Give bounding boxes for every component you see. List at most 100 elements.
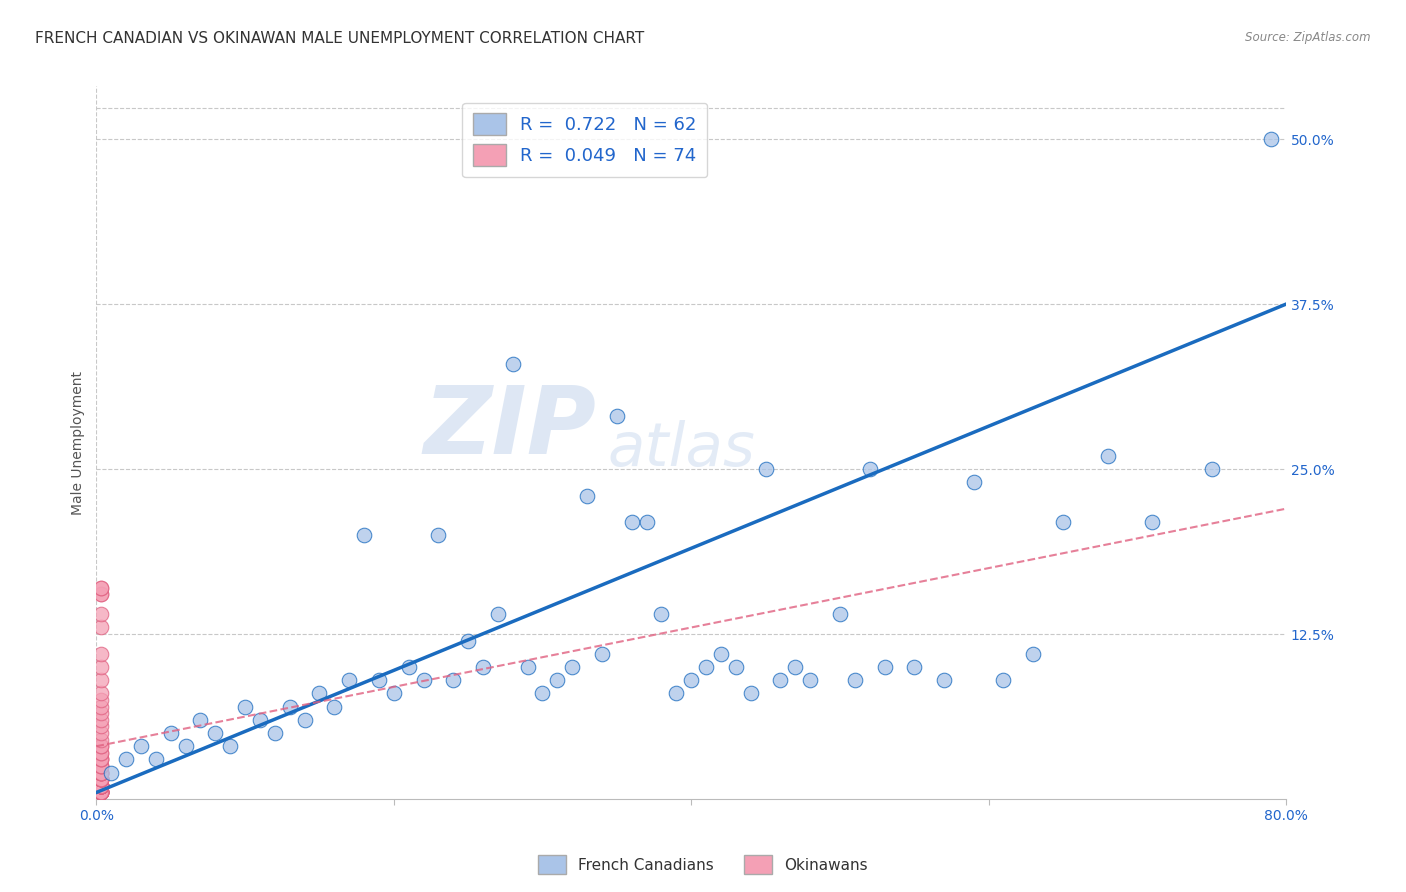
Point xyxy=(90,779,112,793)
Point xyxy=(636,515,658,529)
Point xyxy=(963,475,986,490)
Point xyxy=(427,528,450,542)
Point xyxy=(606,409,628,424)
Point xyxy=(90,699,112,714)
Point xyxy=(90,779,112,793)
Point xyxy=(90,765,112,780)
Point xyxy=(90,759,112,773)
Point xyxy=(531,686,554,700)
Point xyxy=(828,607,851,622)
Point xyxy=(398,660,420,674)
Point xyxy=(190,713,212,727)
Point xyxy=(1097,449,1119,463)
Point xyxy=(174,739,197,754)
Point xyxy=(90,772,112,787)
Point xyxy=(90,581,112,595)
Point xyxy=(457,633,479,648)
Point xyxy=(90,686,112,700)
Point xyxy=(204,726,226,740)
Point xyxy=(90,785,112,799)
Point xyxy=(90,785,112,799)
Point xyxy=(90,765,112,780)
Point xyxy=(90,772,112,787)
Point xyxy=(90,772,112,787)
Point xyxy=(90,779,112,793)
Point xyxy=(145,752,167,766)
Point xyxy=(903,660,925,674)
Point xyxy=(90,746,112,760)
Point xyxy=(90,785,112,799)
Point xyxy=(993,673,1015,688)
Point xyxy=(294,713,316,727)
Point xyxy=(90,765,112,780)
Point xyxy=(353,528,375,542)
Point xyxy=(90,779,112,793)
Point xyxy=(665,686,688,700)
Point xyxy=(90,673,112,688)
Point xyxy=(90,785,112,799)
Point xyxy=(337,673,360,688)
Point xyxy=(233,699,256,714)
Point xyxy=(90,785,112,799)
Point xyxy=(695,660,717,674)
Point xyxy=(90,726,112,740)
Point xyxy=(323,699,346,714)
Point xyxy=(382,686,405,700)
Point xyxy=(90,739,112,754)
Point xyxy=(1140,515,1163,529)
Point xyxy=(441,673,464,688)
Point xyxy=(591,647,613,661)
Point xyxy=(90,765,112,780)
Point xyxy=(90,620,112,634)
Point xyxy=(90,693,112,707)
Point xyxy=(90,779,112,793)
Point xyxy=(90,785,112,799)
Point xyxy=(90,779,112,793)
Point xyxy=(472,660,495,674)
Text: Source: ZipAtlas.com: Source: ZipAtlas.com xyxy=(1246,31,1371,45)
Point xyxy=(502,357,524,371)
Text: ZIP: ZIP xyxy=(423,383,596,475)
Point xyxy=(90,779,112,793)
Point xyxy=(90,772,112,787)
Point xyxy=(90,785,112,799)
Point xyxy=(90,752,112,766)
Point xyxy=(90,779,112,793)
Point xyxy=(90,765,112,780)
Point xyxy=(90,779,112,793)
Point xyxy=(129,739,152,754)
Point xyxy=(90,752,112,766)
Point xyxy=(90,587,112,601)
Point xyxy=(90,581,112,595)
Point xyxy=(90,746,112,760)
Point xyxy=(90,732,112,747)
Point xyxy=(90,779,112,793)
Point xyxy=(859,462,882,476)
Point xyxy=(724,660,747,674)
Point xyxy=(620,515,643,529)
Point xyxy=(710,647,733,661)
Point xyxy=(799,673,821,688)
Point xyxy=(486,607,509,622)
Point xyxy=(263,726,285,740)
Point xyxy=(90,739,112,754)
Point xyxy=(90,719,112,733)
Point xyxy=(769,673,792,688)
Point xyxy=(90,772,112,787)
Point xyxy=(100,765,122,780)
Point xyxy=(650,607,672,622)
Point xyxy=(90,779,112,793)
Legend: R =  0.722   N = 62, R =  0.049   N = 74: R = 0.722 N = 62, R = 0.049 N = 74 xyxy=(463,103,707,178)
Point xyxy=(115,752,138,766)
Point xyxy=(159,726,181,740)
Point xyxy=(308,686,330,700)
Point xyxy=(90,785,112,799)
Point xyxy=(754,462,776,476)
Point xyxy=(1201,462,1223,476)
Point xyxy=(90,772,112,787)
Point xyxy=(278,699,301,714)
Point xyxy=(561,660,583,674)
Point xyxy=(90,779,112,793)
Point xyxy=(1052,515,1074,529)
Point xyxy=(90,779,112,793)
